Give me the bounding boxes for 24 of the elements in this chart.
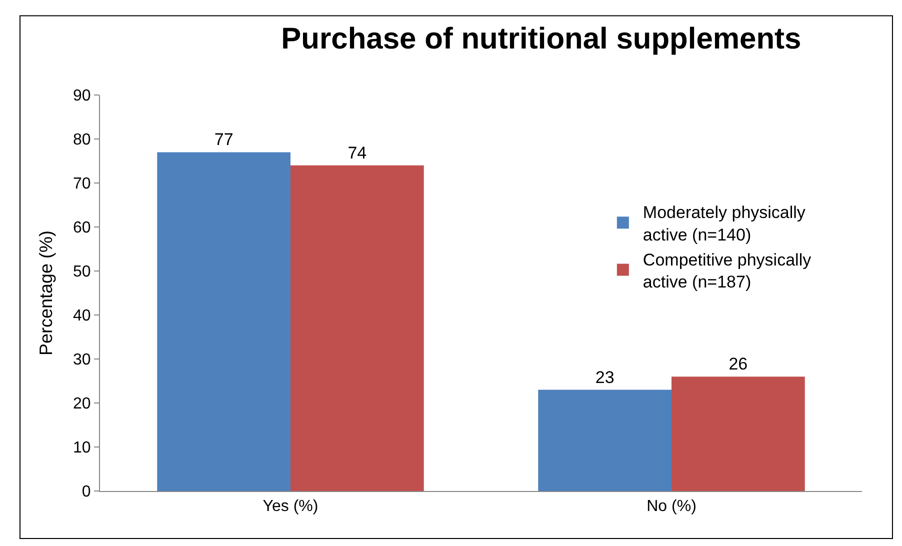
y-tick-label: 10	[73, 440, 91, 457]
data-label: 77	[214, 130, 234, 150]
bar	[538, 390, 672, 491]
y-tick-label: 30	[73, 352, 91, 369]
bar	[290, 165, 424, 491]
y-tick-label: 60	[73, 220, 91, 237]
legend-label: Competitive physically active (n=187)	[642, 250, 812, 292]
y-tick-label: 80	[73, 132, 91, 149]
legend-label: Moderately physically active (n=140)	[642, 203, 806, 244]
y-axis-title: Percentage (%)	[36, 230, 56, 356]
y-tick-label: 20	[73, 396, 91, 413]
x-tick-label: Yes (%)	[262, 498, 318, 516]
y-tick-label: 40	[73, 308, 91, 325]
y-tick-label: 70	[73, 176, 91, 193]
x-tick-label: No (%)	[646, 498, 696, 516]
chart-title: Purchase of nutritional supplements	[281, 22, 802, 56]
data-label: 23	[595, 368, 614, 387]
data-label: 26	[728, 354, 748, 374]
bar	[672, 376, 805, 491]
y-tick-label: 0	[82, 484, 91, 501]
y-tick-label: 50	[73, 264, 91, 281]
y-tick-label: 90	[73, 88, 91, 105]
data-label: 74	[348, 143, 367, 162]
bar	[157, 152, 290, 491]
